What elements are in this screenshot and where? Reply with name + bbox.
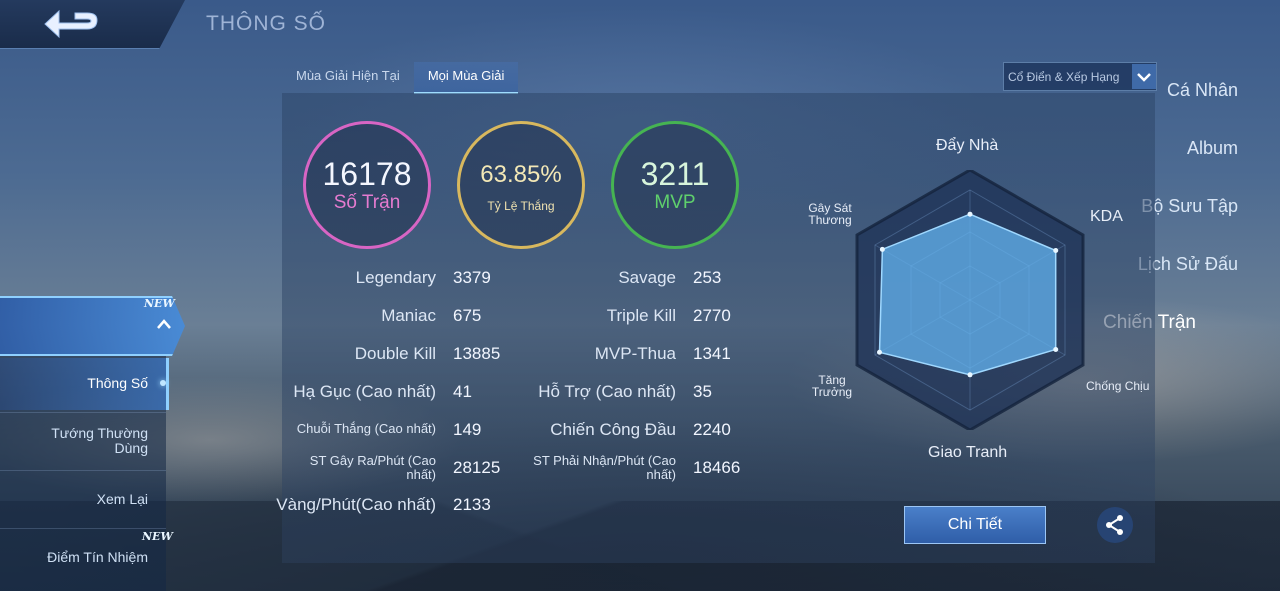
mode-dropdown-value: Cổ Điển & Xếp Hạng	[1008, 69, 1120, 84]
stat-value: 41	[453, 382, 472, 401]
mvp-ring: 3211 MVP	[611, 121, 739, 249]
stat-label: Chiến Công Đầu	[550, 420, 676, 439]
page-title: THÔNG SỐ	[206, 12, 327, 35]
radar-chart	[855, 170, 1085, 430]
back-button[interactable]	[0, 0, 185, 49]
mvp-label: MVP	[654, 192, 696, 213]
stat-label: ST Gây Ra/Phút (Cao nhất)	[309, 453, 436, 482]
mvp-value: 3211	[640, 156, 710, 192]
stat-value: 2770	[693, 306, 731, 325]
sidebar-item-personal[interactable]: Cá Nhân	[1166, 80, 1238, 100]
divider	[0, 528, 166, 529]
winrate-label: Tỷ Lệ Thắng	[487, 199, 555, 213]
sub-item-stats-highlight[interactable]	[0, 358, 169, 410]
new-badge: NEW	[144, 297, 175, 310]
stat-label: Savage	[618, 268, 676, 287]
stat-value: 35	[693, 382, 712, 401]
radar-point	[877, 349, 883, 355]
stat-value: 3379	[453, 268, 491, 287]
sidebar-item-album[interactable]: Album	[1186, 138, 1238, 158]
radar-label-tank: Chống Chịu	[1086, 379, 1150, 393]
divider	[0, 412, 166, 413]
stat-label: Hạ Gục (Cao nhất)	[293, 382, 436, 401]
chevron-down-icon	[1132, 64, 1156, 89]
stat-value: 13885	[453, 344, 501, 363]
radar-label-teamfight: Giao Tranh	[928, 444, 1008, 461]
tab-current-season[interactable]: Mùa Giải Hiện Tại	[296, 68, 400, 83]
stat-value: 2240	[693, 420, 731, 439]
sub-item-frequent-heroes[interactable]: Tướng Thường Dùng	[51, 425, 148, 456]
radar-point	[879, 246, 885, 252]
detail-button[interactable]: Chi Tiết	[904, 506, 1046, 544]
sub-item-stats[interactable]: Thông Số	[87, 375, 148, 391]
chevron-up-icon	[157, 319, 171, 329]
stat-value: 675	[453, 306, 482, 325]
radar-label-growth: Tăng Trưởng	[811, 373, 853, 399]
back-arrow-icon	[43, 9, 98, 39]
stat-value: 2133	[453, 495, 491, 514]
tab-all-seasons[interactable]: Mọi Mùa Giải	[413, 62, 519, 94]
radar-point	[1053, 347, 1059, 352]
sidebar-item-collection[interactable]: Bộ Sưu Tập	[1141, 196, 1238, 216]
active-dot-icon	[160, 380, 166, 386]
stat-value: 28125	[453, 458, 501, 477]
matches-value: 16178	[322, 156, 412, 192]
stat-value: 149	[453, 420, 482, 439]
winrate-ring: 63.85% Tỷ Lệ Thắng	[457, 121, 585, 249]
mode-dropdown[interactable]: Cổ Điển & Xếp Hạng	[1003, 62, 1157, 91]
sub-menu: Thông Số Tướng Thường Dùng Xem Lại Điểm …	[0, 356, 173, 591]
radar-grid-outer	[874, 189, 1066, 411]
radar-label-kda: KDA	[1090, 208, 1123, 225]
stat-label: Vàng/Phút(Cao nhất)	[276, 495, 436, 514]
stat-label: Chuỗi Thắng (Cao nhất)	[296, 421, 436, 436]
share-icon	[1106, 515, 1123, 535]
radar-label-push: Đẩy Nhà	[936, 137, 999, 154]
matches-ring: 16178 Số Trận	[303, 121, 431, 249]
sub-item-replay[interactable]: Xem Lại	[96, 491, 148, 507]
divider	[0, 470, 166, 471]
radar-label-damage: Gây Sát Thương	[808, 201, 852, 227]
radar-points	[877, 211, 1059, 378]
stat-label: Hỗ Trợ (Cao nhất)	[538, 382, 676, 401]
new-badge: NEW	[142, 530, 173, 543]
season-tabs: Mùa Giải Hiện Tại Mọi Mùa Giải	[282, 62, 519, 94]
sub-item-credit-score[interactable]: Điểm Tín Nhiệm	[47, 549, 148, 565]
stat-label: Double Kill	[354, 344, 436, 363]
stat-value: 1341	[693, 344, 731, 363]
stat-value: 18466	[693, 458, 741, 477]
radar-point	[967, 211, 973, 217]
stat-value: 253	[693, 268, 722, 287]
matches-label: Số Trận	[333, 192, 401, 213]
stat-label: MVP-Thua	[594, 344, 676, 363]
stat-label: Triple Kill	[606, 306, 676, 325]
radar-point	[1053, 248, 1059, 253]
radar-point	[967, 372, 973, 378]
stat-label: Legendary	[355, 268, 436, 287]
share-button[interactable]	[1097, 507, 1133, 543]
stat-label: Maniac	[381, 306, 436, 325]
sidebar-item-battle[interactable]	[0, 296, 185, 356]
winrate-value: 63.85%	[480, 161, 562, 188]
stat-label: ST Phải Nhận/Phút (Cao nhất)	[533, 453, 676, 482]
sidebar-item-match-history[interactable]: Lịch Sử Đấu	[1137, 254, 1238, 274]
